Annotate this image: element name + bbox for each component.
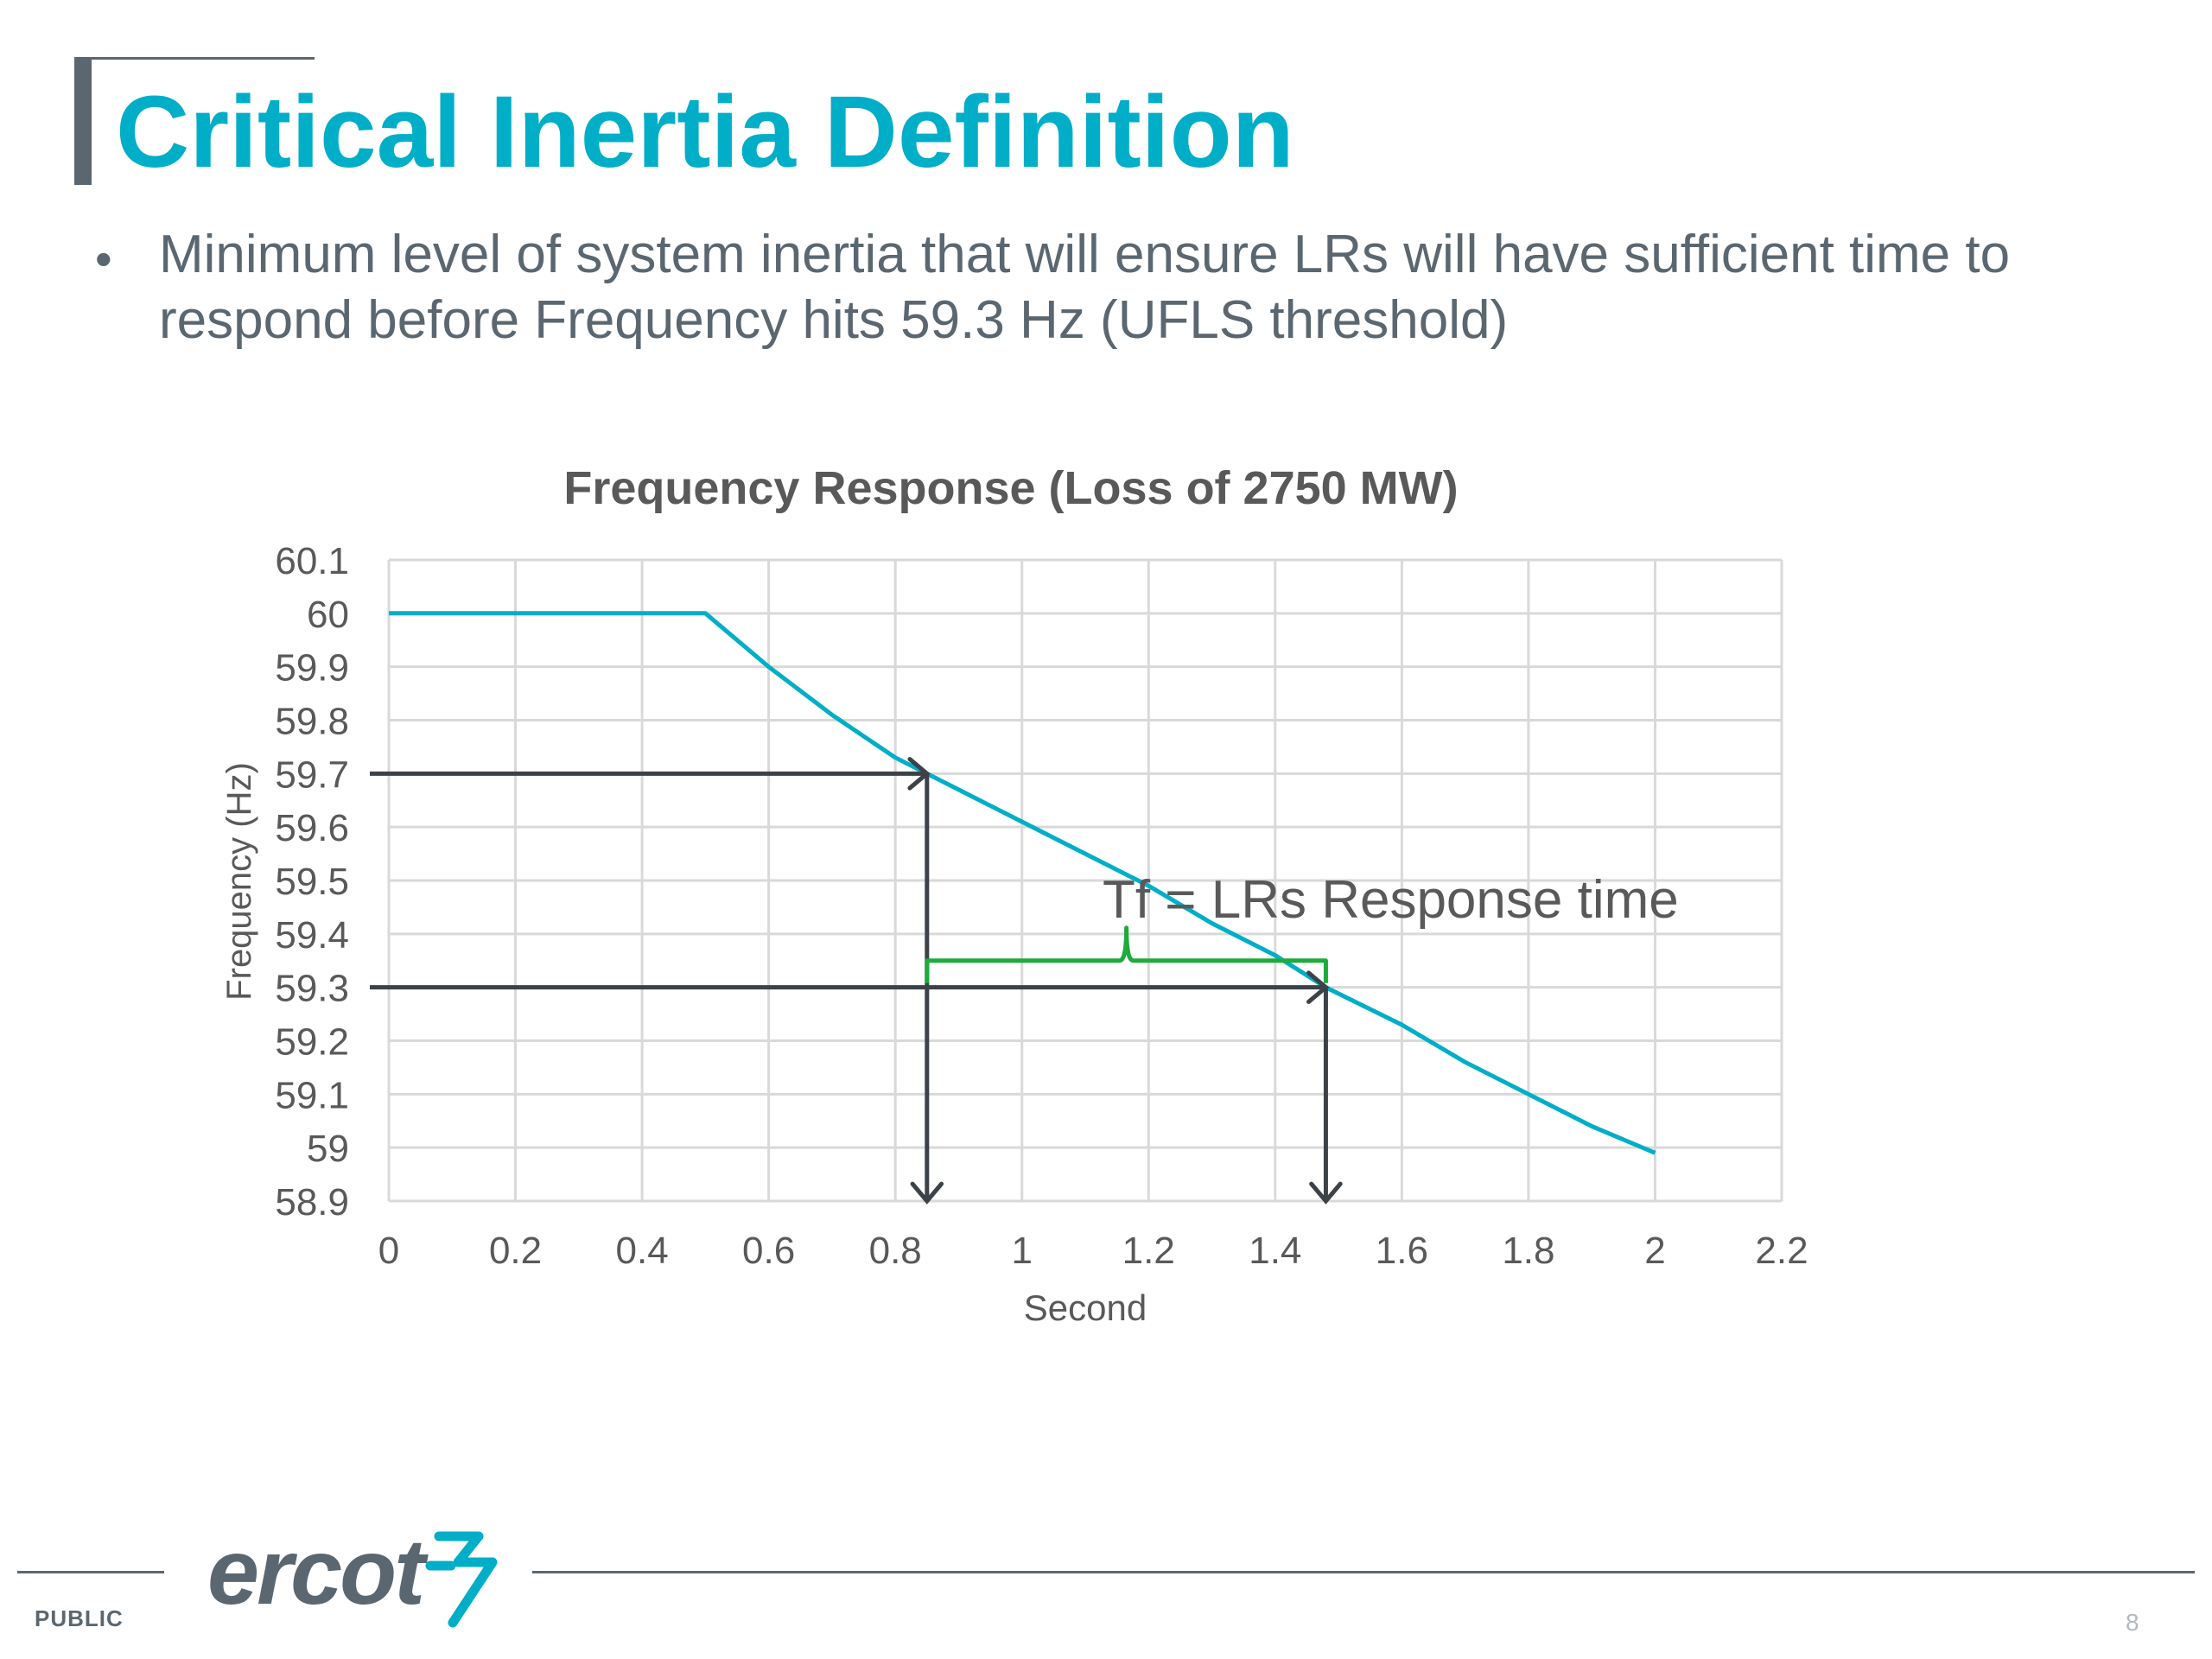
frequency-series-line bbox=[389, 611, 1656, 1155]
y-axis-label: Frequency (Hz) bbox=[220, 762, 258, 1001]
title-accent-line bbox=[74, 57, 315, 60]
frequency-response-chart: Frequency Response (Loss of 2750 MW) 60.… bbox=[220, 462, 1808, 1328]
y-tick-label: 59.4 bbox=[275, 914, 349, 957]
y-tick-label: 59 bbox=[307, 1128, 349, 1170]
x-tick-label: 0.4 bbox=[616, 1230, 669, 1272]
x-tick-label: 1.6 bbox=[1376, 1230, 1428, 1272]
y-tick-label: 59.7 bbox=[275, 753, 349, 796]
y-tick-label: 59.1 bbox=[275, 1074, 349, 1116]
x-tick-label: 1.8 bbox=[1502, 1230, 1554, 1272]
y-tick-label: 59.3 bbox=[275, 968, 349, 1010]
bullet-text: Minimum level of system inertia that wil… bbox=[159, 225, 2011, 350]
x-tick-label: 0.2 bbox=[489, 1230, 542, 1272]
footer-line-right bbox=[532, 1571, 2195, 1573]
lightning-bolt-icon bbox=[425, 1531, 498, 1628]
response-time-annotation: Tf = LRs Response time bbox=[1103, 870, 1679, 930]
title-accent-bar bbox=[74, 59, 92, 185]
public-label: PUBLIC bbox=[35, 1605, 124, 1631]
y-tick-label: 59.8 bbox=[275, 701, 349, 743]
x-tick-label: 2 bbox=[1644, 1230, 1665, 1272]
arrow-head bbox=[910, 1181, 944, 1205]
chart-title: Frequency Response (Loss of 2750 MW) bbox=[563, 462, 1458, 514]
x-tick-label: 1.2 bbox=[1122, 1230, 1175, 1272]
arrow-head bbox=[907, 757, 931, 791]
y-tick-label: 60 bbox=[307, 594, 349, 636]
reference-arrow bbox=[370, 757, 931, 791]
y-tick-label: 59.6 bbox=[275, 807, 349, 849]
y-tick-label: 59.2 bbox=[275, 1021, 349, 1064]
x-tick-label: 1 bbox=[1011, 1230, 1032, 1272]
x-tick-label: 0 bbox=[378, 1230, 399, 1272]
slide-title: Critical Inertia Definition bbox=[116, 75, 1294, 189]
x-tick-label: 0.8 bbox=[869, 1230, 922, 1272]
ercot-logo: ercot bbox=[207, 1521, 498, 1628]
y-tick-label: 58.9 bbox=[275, 1181, 349, 1224]
page-number: 8 bbox=[2126, 1609, 2139, 1636]
y-tick-label: 59.9 bbox=[275, 647, 349, 690]
reference-arrow bbox=[1309, 987, 1343, 1205]
x-tick-label: 1.4 bbox=[1249, 1230, 1301, 1272]
y-tick-label: 60.1 bbox=[275, 540, 349, 582]
x-tick-label: 0.6 bbox=[742, 1230, 795, 1272]
arrow-head bbox=[1309, 1181, 1343, 1205]
response-time-brace bbox=[925, 925, 1328, 983]
y-tick-label: 59.5 bbox=[275, 861, 349, 903]
reference-arrow bbox=[370, 970, 1330, 1004]
ercot-logo-text: ercot bbox=[207, 1521, 429, 1624]
bullet-marker: • bbox=[95, 232, 112, 286]
footer-line-left bbox=[17, 1571, 164, 1573]
x-axis-label: Second bbox=[1024, 1287, 1147, 1328]
x-tick-label: 2.2 bbox=[1755, 1230, 1808, 1272]
